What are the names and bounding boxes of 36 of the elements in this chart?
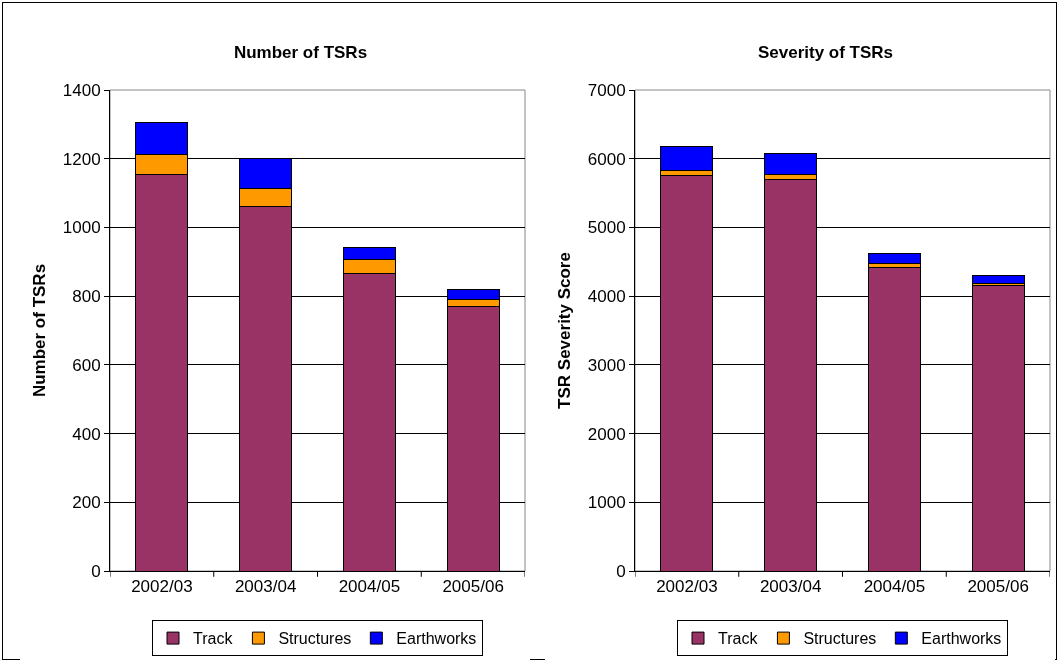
bar <box>867 253 921 265</box>
x-tick-label: 2005/06 <box>967 577 1029 597</box>
legend-label: Structures <box>803 630 877 648</box>
y-tick-label: 4000 <box>587 287 626 307</box>
y-tick-label: 3000 <box>587 355 626 375</box>
legend-label: Earthworks <box>396 630 477 648</box>
legend-label: Track <box>193 630 234 648</box>
y-tick-label: 1200 <box>62 149 101 169</box>
legend-label: Track <box>718 630 759 648</box>
y-tick-label: 1000 <box>62 218 101 238</box>
x-tick-label: 2003/04 <box>234 577 297 597</box>
chart-title: Number of TSRs <box>233 42 368 62</box>
x-tick-label: 2002/03 <box>656 577 718 597</box>
bar <box>971 275 1025 284</box>
x-tick-label: 2002/03 <box>131 577 193 597</box>
y-tick-label: 7000 <box>587 80 626 100</box>
y-tick-label: 6000 <box>587 149 626 169</box>
x-tick-label: 2003/04 <box>759 577 822 597</box>
y-tick-label: 2000 <box>587 424 626 444</box>
x-tick-label: 2004/05 <box>338 577 401 597</box>
y-axis-title: Number of TSRs <box>30 263 50 398</box>
y-tick-label: 0 <box>616 561 626 581</box>
y-tick-label: 1000 <box>587 493 626 513</box>
y-tick-label: 5000 <box>587 218 626 238</box>
x-tick-label: 2004/05 <box>863 577 926 597</box>
chart-title: Severity of TSRs <box>757 42 894 62</box>
x-tick-label: 2005/06 <box>442 577 504 597</box>
y-tick-label: 0 <box>91 561 101 581</box>
y-tick-label: 600 <box>72 355 101 375</box>
legend-label: Earthworks <box>921 630 1002 648</box>
y-tick-label: 400 <box>72 424 101 444</box>
y-tick-label: 1400 <box>62 80 101 100</box>
y-tick-label: 800 <box>72 287 101 307</box>
y-axis-title: TSR Severity Score <box>555 252 575 409</box>
legend-label: Structures <box>278 630 352 648</box>
y-tick-label: 200 <box>72 493 101 513</box>
